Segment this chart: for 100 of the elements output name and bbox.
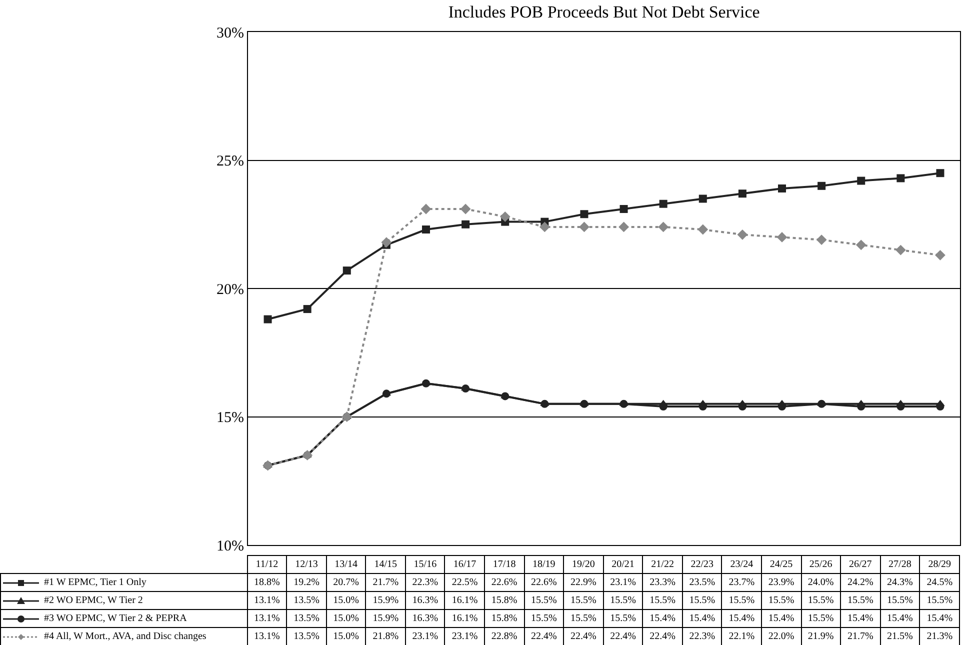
data-label: 22.3% bbox=[682, 628, 722, 645]
data-label: 13.1% bbox=[247, 610, 287, 628]
data-label: 15.4% bbox=[761, 610, 802, 628]
data-label: 15.9% bbox=[366, 610, 406, 628]
point bbox=[659, 200, 668, 208]
data-label: 15.4% bbox=[642, 610, 682, 628]
data-label: 24.5% bbox=[920, 574, 960, 592]
data-label: 22.4% bbox=[603, 628, 643, 645]
data-label: 22.1% bbox=[722, 628, 762, 645]
point bbox=[500, 211, 510, 222]
x-tick-label: 12/13 bbox=[286, 556, 326, 574]
data-label: 22.9% bbox=[564, 574, 604, 592]
data-label: 21.7% bbox=[840, 628, 880, 645]
point bbox=[422, 226, 430, 234]
y-tick-label: 15% bbox=[216, 410, 244, 426]
data-label: 23.3% bbox=[642, 574, 682, 592]
y-tick-label: 25% bbox=[216, 154, 244, 170]
data-label: 13.5% bbox=[286, 628, 326, 645]
point bbox=[935, 250, 946, 260]
point bbox=[698, 224, 708, 235]
data-label: 16.3% bbox=[405, 610, 445, 628]
data-label: 15.8% bbox=[484, 610, 524, 628]
point bbox=[738, 190, 746, 198]
data-label: 15.5% bbox=[603, 610, 643, 628]
data-label: 22.4% bbox=[564, 628, 604, 645]
x-tick-label: 19/20 bbox=[564, 556, 604, 574]
legend-label: #4 All, W Mort., AVA, and Disc changes bbox=[44, 631, 206, 642]
point bbox=[856, 240, 866, 250]
data-label: 15.5% bbox=[524, 610, 564, 628]
data-label: 13.5% bbox=[286, 610, 326, 628]
x-tick-label: 22/23 bbox=[682, 556, 722, 574]
data-label: 16.1% bbox=[444, 592, 485, 610]
point bbox=[460, 204, 471, 214]
data-label: 16.3% bbox=[405, 592, 445, 610]
chart-title: Includes POB Proceeds But Not Debt Service bbox=[448, 2, 760, 22]
data-label: 15.5% bbox=[920, 592, 960, 610]
point bbox=[539, 222, 550, 232]
data-label: 22.0% bbox=[761, 628, 802, 645]
point bbox=[776, 232, 788, 242]
point bbox=[778, 184, 786, 192]
x-tick-label: 25/26 bbox=[801, 556, 841, 574]
data-label: 13.1% bbox=[247, 592, 287, 610]
x-tick-label: 23/24 bbox=[722, 556, 762, 574]
data-label: 24.0% bbox=[801, 574, 841, 592]
legend-label: #3 WO EPMC, W Tier 2 & PEPRA bbox=[44, 613, 187, 624]
y-tick-label: 20% bbox=[216, 282, 244, 298]
data-label: 15.0% bbox=[326, 610, 366, 628]
point bbox=[658, 222, 669, 232]
data-label: 15.5% bbox=[564, 610, 604, 628]
data-label: 23.5% bbox=[682, 574, 722, 592]
data-label: 15.4% bbox=[682, 610, 722, 628]
point bbox=[737, 229, 748, 240]
data-label: 15.4% bbox=[880, 610, 920, 628]
y-tick-label: 30% bbox=[216, 25, 244, 42]
point bbox=[462, 220, 470, 228]
data-label: 15.0% bbox=[326, 628, 366, 645]
data-label: 21.5% bbox=[880, 628, 920, 645]
data-label: 22.6% bbox=[484, 574, 524, 592]
point bbox=[857, 176, 866, 185]
data-label: 20.7% bbox=[326, 574, 366, 592]
point bbox=[896, 174, 905, 182]
data-label: 22.8% bbox=[484, 628, 524, 645]
x-tick-label: 17/18 bbox=[484, 556, 524, 574]
legend-label: #1 W EPMC, Tier 1 Only bbox=[44, 577, 146, 588]
data-label: 15.5% bbox=[524, 592, 564, 610]
x-tick-label: 26/27 bbox=[840, 556, 880, 574]
data-label: 21.9% bbox=[801, 628, 841, 645]
x-tick-label: 13/14 bbox=[326, 556, 366, 574]
point bbox=[818, 182, 826, 190]
data-label: 13.1% bbox=[247, 628, 287, 645]
data-label: 15.9% bbox=[366, 592, 406, 610]
point bbox=[580, 210, 588, 218]
point bbox=[895, 244, 906, 256]
data-label: 15.5% bbox=[722, 592, 762, 610]
x-tick-label: 16/17 bbox=[444, 556, 485, 574]
data-label: 21.7% bbox=[366, 574, 406, 592]
point bbox=[618, 222, 629, 232]
data-label: 15.5% bbox=[603, 592, 643, 610]
x-tick-label: 20/21 bbox=[603, 556, 643, 574]
data-label: 22.5% bbox=[444, 574, 485, 592]
data-label: 15.4% bbox=[840, 610, 880, 628]
data-label: 16.1% bbox=[444, 610, 485, 628]
data-label: 15.5% bbox=[801, 610, 841, 628]
data-label: 15.4% bbox=[920, 610, 960, 628]
x-tick-label: 27/28 bbox=[880, 556, 920, 574]
x-tick-label: 11/12 bbox=[247, 556, 287, 574]
data-label: 23.1% bbox=[444, 628, 485, 645]
data-label: 15.0% bbox=[326, 592, 366, 610]
data-label: 22.4% bbox=[524, 628, 564, 645]
x-tick-label: 18/19 bbox=[524, 556, 564, 574]
x-tick-label: 21/22 bbox=[642, 556, 682, 574]
data-label: 15.5% bbox=[564, 592, 604, 610]
data-label: 15.5% bbox=[682, 592, 722, 610]
legend-label: #2 WO EPMC, W Tier 2 bbox=[44, 595, 143, 606]
data-label: 15.5% bbox=[880, 592, 920, 610]
data-label: 13.5% bbox=[286, 592, 326, 610]
data-label: 15.5% bbox=[801, 592, 841, 610]
data-label: 21.3% bbox=[920, 628, 960, 645]
data-label: 22.6% bbox=[524, 574, 564, 592]
point bbox=[381, 237, 392, 248]
